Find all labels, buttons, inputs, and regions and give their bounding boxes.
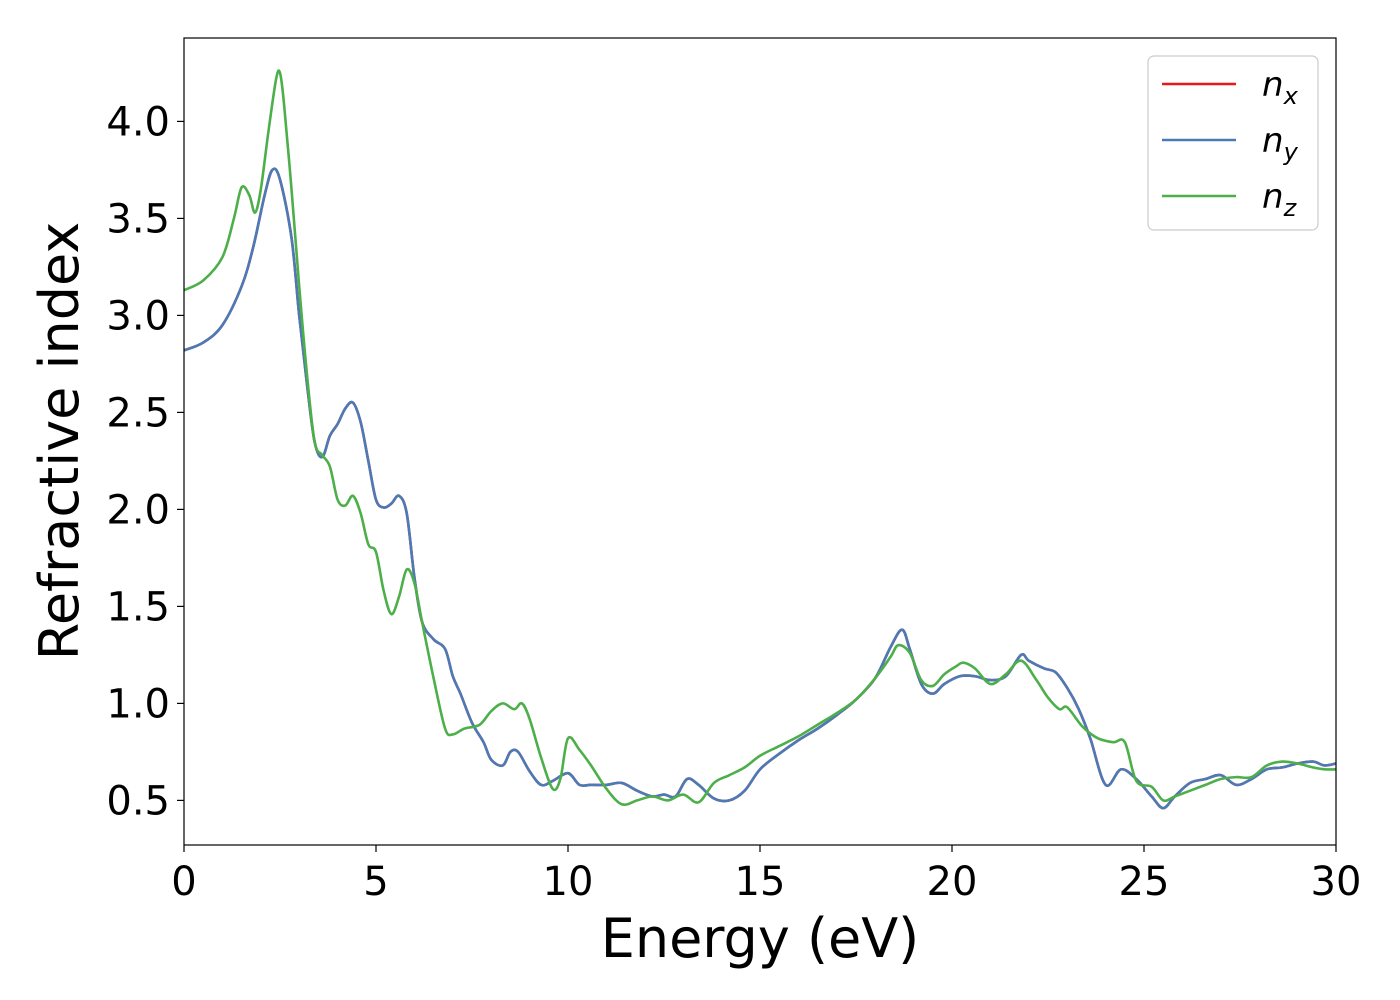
y-axis-label: Refractive index xyxy=(28,222,91,661)
legend-label-base: n xyxy=(1262,121,1284,161)
y-tick-label: 2.5 xyxy=(106,390,170,436)
y-tick-label: 4.0 xyxy=(106,99,170,145)
x-tick-label: 20 xyxy=(927,859,978,905)
x-axis-label: Energy (eV) xyxy=(601,907,920,970)
legend-label-subscript: z xyxy=(1283,194,1298,222)
y-tick-label: 3.0 xyxy=(106,293,170,339)
legend-label-subscript: y xyxy=(1283,138,1299,166)
y-tick-label: 0.5 xyxy=(106,778,170,824)
x-tick-label: 10 xyxy=(543,859,594,905)
legend-box xyxy=(1147,55,1319,231)
series-layer xyxy=(184,69,1336,810)
x-tick-label: 0 xyxy=(171,859,196,905)
x-tick-label: 5 xyxy=(363,859,388,905)
y-tick-label: 3.5 xyxy=(106,196,170,242)
y-axis-ticks: 0.5 1.0 1.5 2.0 2.5 3.0 3.5 4.0 xyxy=(106,99,184,824)
y-tick-label: 1.5 xyxy=(106,584,170,630)
series-line-x xyxy=(184,167,1336,810)
legend-label-y: ny xyxy=(1262,121,1299,166)
x-axis-ticks: 0 5 10 15 20 25 30 xyxy=(171,845,1361,905)
x-tick-label: 30 xyxy=(1311,859,1362,905)
series-line-y xyxy=(184,167,1336,810)
legend-label-base: n xyxy=(1262,177,1284,217)
x-tick-label: 25 xyxy=(1119,859,1170,905)
x-tick-label: 15 xyxy=(735,859,786,905)
legend-label-subscript: x xyxy=(1283,82,1299,110)
legend-label-z: nz xyxy=(1262,177,1298,222)
y-tick-label: 1.0 xyxy=(106,681,170,727)
series-line-z xyxy=(184,69,1336,807)
legend-label-x: nx xyxy=(1262,65,1299,110)
legend-label-base: n xyxy=(1262,65,1284,105)
y-tick-label: 2.0 xyxy=(106,487,170,533)
